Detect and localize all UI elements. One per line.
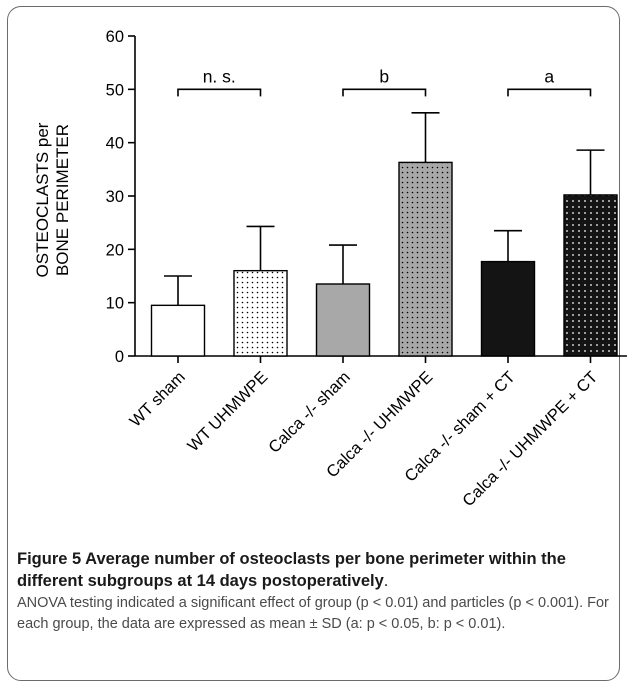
y-tick-label: 10 [106,295,124,313]
bar [233,269,288,357]
significance-bracket [177,88,262,97]
bar [563,194,618,357]
significance-bracket [507,88,592,97]
bar [315,283,371,357]
figure-caption: Figure 5 Average number of osteoclasts p… [17,548,617,635]
x-tick-label: WT sham [126,368,188,430]
significance-bracket [342,88,427,97]
significance-label: b [379,66,389,86]
caption-heading-text: Figure 5 Average number of osteoclasts p… [17,550,566,590]
significance-label: n. s. [203,66,236,86]
bar-chart: OSTEOCLASTS per BONE PERIMETER 0 10 20 30 40… [33,28,627,510]
y-tick-label: 30 [106,188,124,206]
bar [150,304,206,357]
y-tick-label: 0 [115,348,124,366]
significance-label: a [544,66,554,86]
y-axis-label-line2: BONE PERIMETER [53,124,72,276]
bar [398,161,453,357]
caption-heading: Figure 5 Average number of osteoclasts p… [17,548,617,592]
y-tick-label: 60 [106,28,124,46]
x-tick-label: Calca -/- UHMWPE + CT [459,368,601,510]
y-axis-label-line1: OSTEOCLASTS per [33,122,52,277]
y-tick-label: 50 [106,81,124,99]
x-tick-label: Calca -/- sham [265,368,354,457]
caption-body: ANOVA testing indicated a significant ef… [17,595,609,632]
bar [480,260,536,357]
y-tick-label: 20 [106,241,124,259]
x-tick-label: WT UHMWPE [184,368,271,455]
y-tick-label: 40 [106,135,124,153]
caption-heading-period: . [383,572,389,590]
